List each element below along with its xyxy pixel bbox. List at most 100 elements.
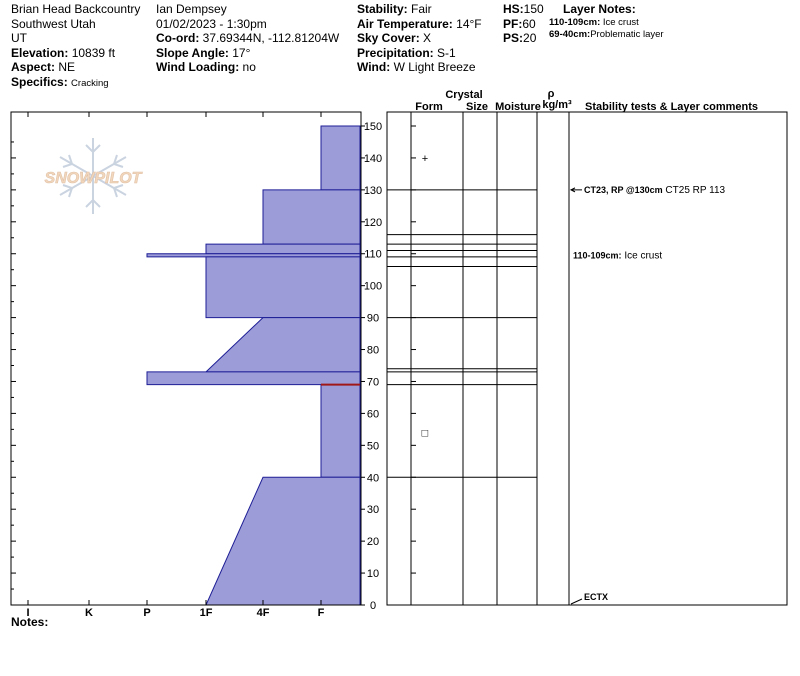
header-col2: Ian Dempsey 01/02/2023 - 1:30pm Co-ord: …: [156, 2, 339, 75]
wind-loading-label: Wind Loading:: [156, 60, 240, 74]
pf-row: PF:60: [503, 17, 544, 32]
height-label: 90: [367, 313, 379, 325]
hardness-frame: [10, 111, 362, 606]
comment-bold: 110-109cm:: [573, 250, 622, 260]
hardness-label: P: [143, 607, 150, 619]
hardness-profile: [146, 125, 361, 606]
hardness-layer-7: [146, 371, 361, 386]
height-label: 70: [367, 376, 379, 388]
coord-row: Co-ord: 37.69344N, -112.81204W: [156, 31, 339, 46]
height-label: 50: [367, 440, 379, 452]
comment-bold: ECTX: [584, 592, 608, 602]
slope-value: 17°: [232, 45, 251, 60]
detail-frame: [386, 111, 788, 606]
observer-name: Ian Dempsey: [156, 2, 227, 16]
snowflake-icon: [59, 138, 127, 214]
coord-value: 37.69344N, -112.81204W: [202, 31, 340, 45]
height-label: 120: [364, 217, 382, 229]
grain-symbol: +: [422, 153, 428, 165]
sky-row: Sky Cover: X: [357, 31, 482, 46]
hardness-layer-2: [262, 189, 361, 245]
stability-label: Stability:: [357, 2, 408, 16]
height-label: 140: [364, 153, 382, 165]
comment-text: CT23, RP @130cm CT25 RP 113: [584, 185, 726, 196]
stability-header: Stability tests & Layer comments: [585, 101, 758, 113]
comment-arrow: [570, 598, 583, 605]
comment-detail: Ice crust: [622, 250, 663, 261]
height-label: 110: [364, 249, 382, 261]
density-unit-header: kg/m³: [542, 99, 572, 111]
hardness-layer-8: [320, 384, 361, 478]
layer-boundaries: [387, 125, 537, 606]
header-col4: HS:150 PF:60 PS:20: [503, 2, 544, 46]
layer-note-1-range: 110-109cm:: [549, 16, 601, 28]
comment-arrowhead: [569, 187, 576, 193]
comment-text: 110-109cm: Ice crust: [573, 250, 662, 261]
specifics-value: Cracking: [71, 77, 109, 89]
height-label: 30: [367, 504, 379, 516]
stability-value: Fair: [411, 2, 432, 16]
height-label: 100: [364, 281, 382, 293]
rho-header: ρ: [548, 88, 555, 100]
hardness-layer-3: [205, 243, 361, 255]
notes-label: Notes:: [11, 615, 48, 629]
column-headers: Crystal Form Size Moisture ρ kg/m³ Stabi…: [415, 88, 758, 113]
hs-row: HS:150: [503, 2, 544, 17]
layer-detail-panel: +□ CT23, RP @130cm CT25 RP 113110-109cm:…: [386, 111, 788, 606]
hardness-label: 4F: [257, 607, 270, 619]
elevation-label: Elevation:: [11, 45, 69, 60]
height-label: 40: [367, 472, 379, 484]
precip-value: S-1: [437, 45, 456, 60]
state-name: UT: [11, 31, 27, 45]
location-name: Brian Head Backcountry: [11, 2, 141, 16]
air-temp-row: Air Temperature: 14°F: [357, 17, 482, 32]
height-label: 0: [370, 600, 376, 612]
hardness-layer-9: [205, 476, 361, 606]
specifics-row: Specifics: Cracking: [11, 75, 140, 92]
hs-label: HS:: [503, 2, 524, 16]
wind-loading-value: no: [242, 60, 256, 74]
layer-notes: Layer Notes: 110-109cm: Ice crust 69-40c…: [549, 2, 664, 41]
wind-value: W Light Breeze: [393, 60, 476, 74]
pf-label: PF:: [503, 16, 523, 31]
pf-value: 60: [522, 16, 536, 31]
layer-note-1: 110-109cm: Ice crust: [549, 17, 664, 29]
stability-row: Stability: Fair: [357, 2, 482, 17]
elevation-row: Elevation: 10839 ft: [11, 46, 140, 61]
height-label: 150: [364, 121, 382, 133]
hardness-label: I: [26, 607, 29, 619]
watermark-text: SNOWPILOT: [45, 170, 143, 187]
hardness-label: F: [318, 607, 325, 619]
ps-row: PS:20: [503, 31, 544, 46]
height-axis: 0 10 20 30 40 50 60 70 80 90 100 110 120 130 140 150: [361, 121, 382, 612]
hardness-layer-6: [204, 317, 361, 373]
observation-datetime: 01/02/2023 - 1:30pm: [156, 16, 267, 31]
hardness-axis: I K P 1F 4F F: [26, 112, 325, 619]
height-label: 20: [367, 536, 379, 548]
grain-symbols: +□: [422, 153, 429, 440]
wind-label: Wind:: [357, 60, 391, 74]
left-tick-marks: [11, 141, 16, 590]
size-header: Size: [466, 101, 488, 113]
height-label: 80: [367, 345, 379, 357]
snowpilot-watermark: SNOWPILOT: [44, 138, 143, 214]
coord-label: Co-ord:: [156, 31, 200, 45]
wind-row: Wind: W Light Breeze: [357, 60, 482, 75]
hardness-layer-1: [320, 125, 361, 191]
height-label: 60: [367, 408, 379, 420]
ps-value: 20: [523, 31, 537, 45]
height-label: 130: [364, 185, 382, 197]
comment-bold: CT23, RP @130cm: [584, 185, 663, 195]
region-name: Southwest Utah: [11, 16, 96, 31]
height-label: 10: [367, 568, 379, 580]
hardness-label: 1F: [200, 607, 213, 619]
layer-note-2-range: 69-40cm:: [549, 28, 591, 40]
aspect-value: NE: [58, 60, 76, 74]
comment-detail: CT25 RP 113: [663, 185, 726, 196]
air-temp-label: Air Temperature:: [357, 16, 453, 31]
aspect-label: Aspect:: [11, 60, 56, 74]
layer-note-1-text: Ice crust: [602, 16, 639, 28]
grain-symbol: □: [422, 428, 429, 440]
moisture-header: Moisture: [495, 101, 541, 113]
layer-note-2-text: Problematic layer: [590, 28, 664, 40]
